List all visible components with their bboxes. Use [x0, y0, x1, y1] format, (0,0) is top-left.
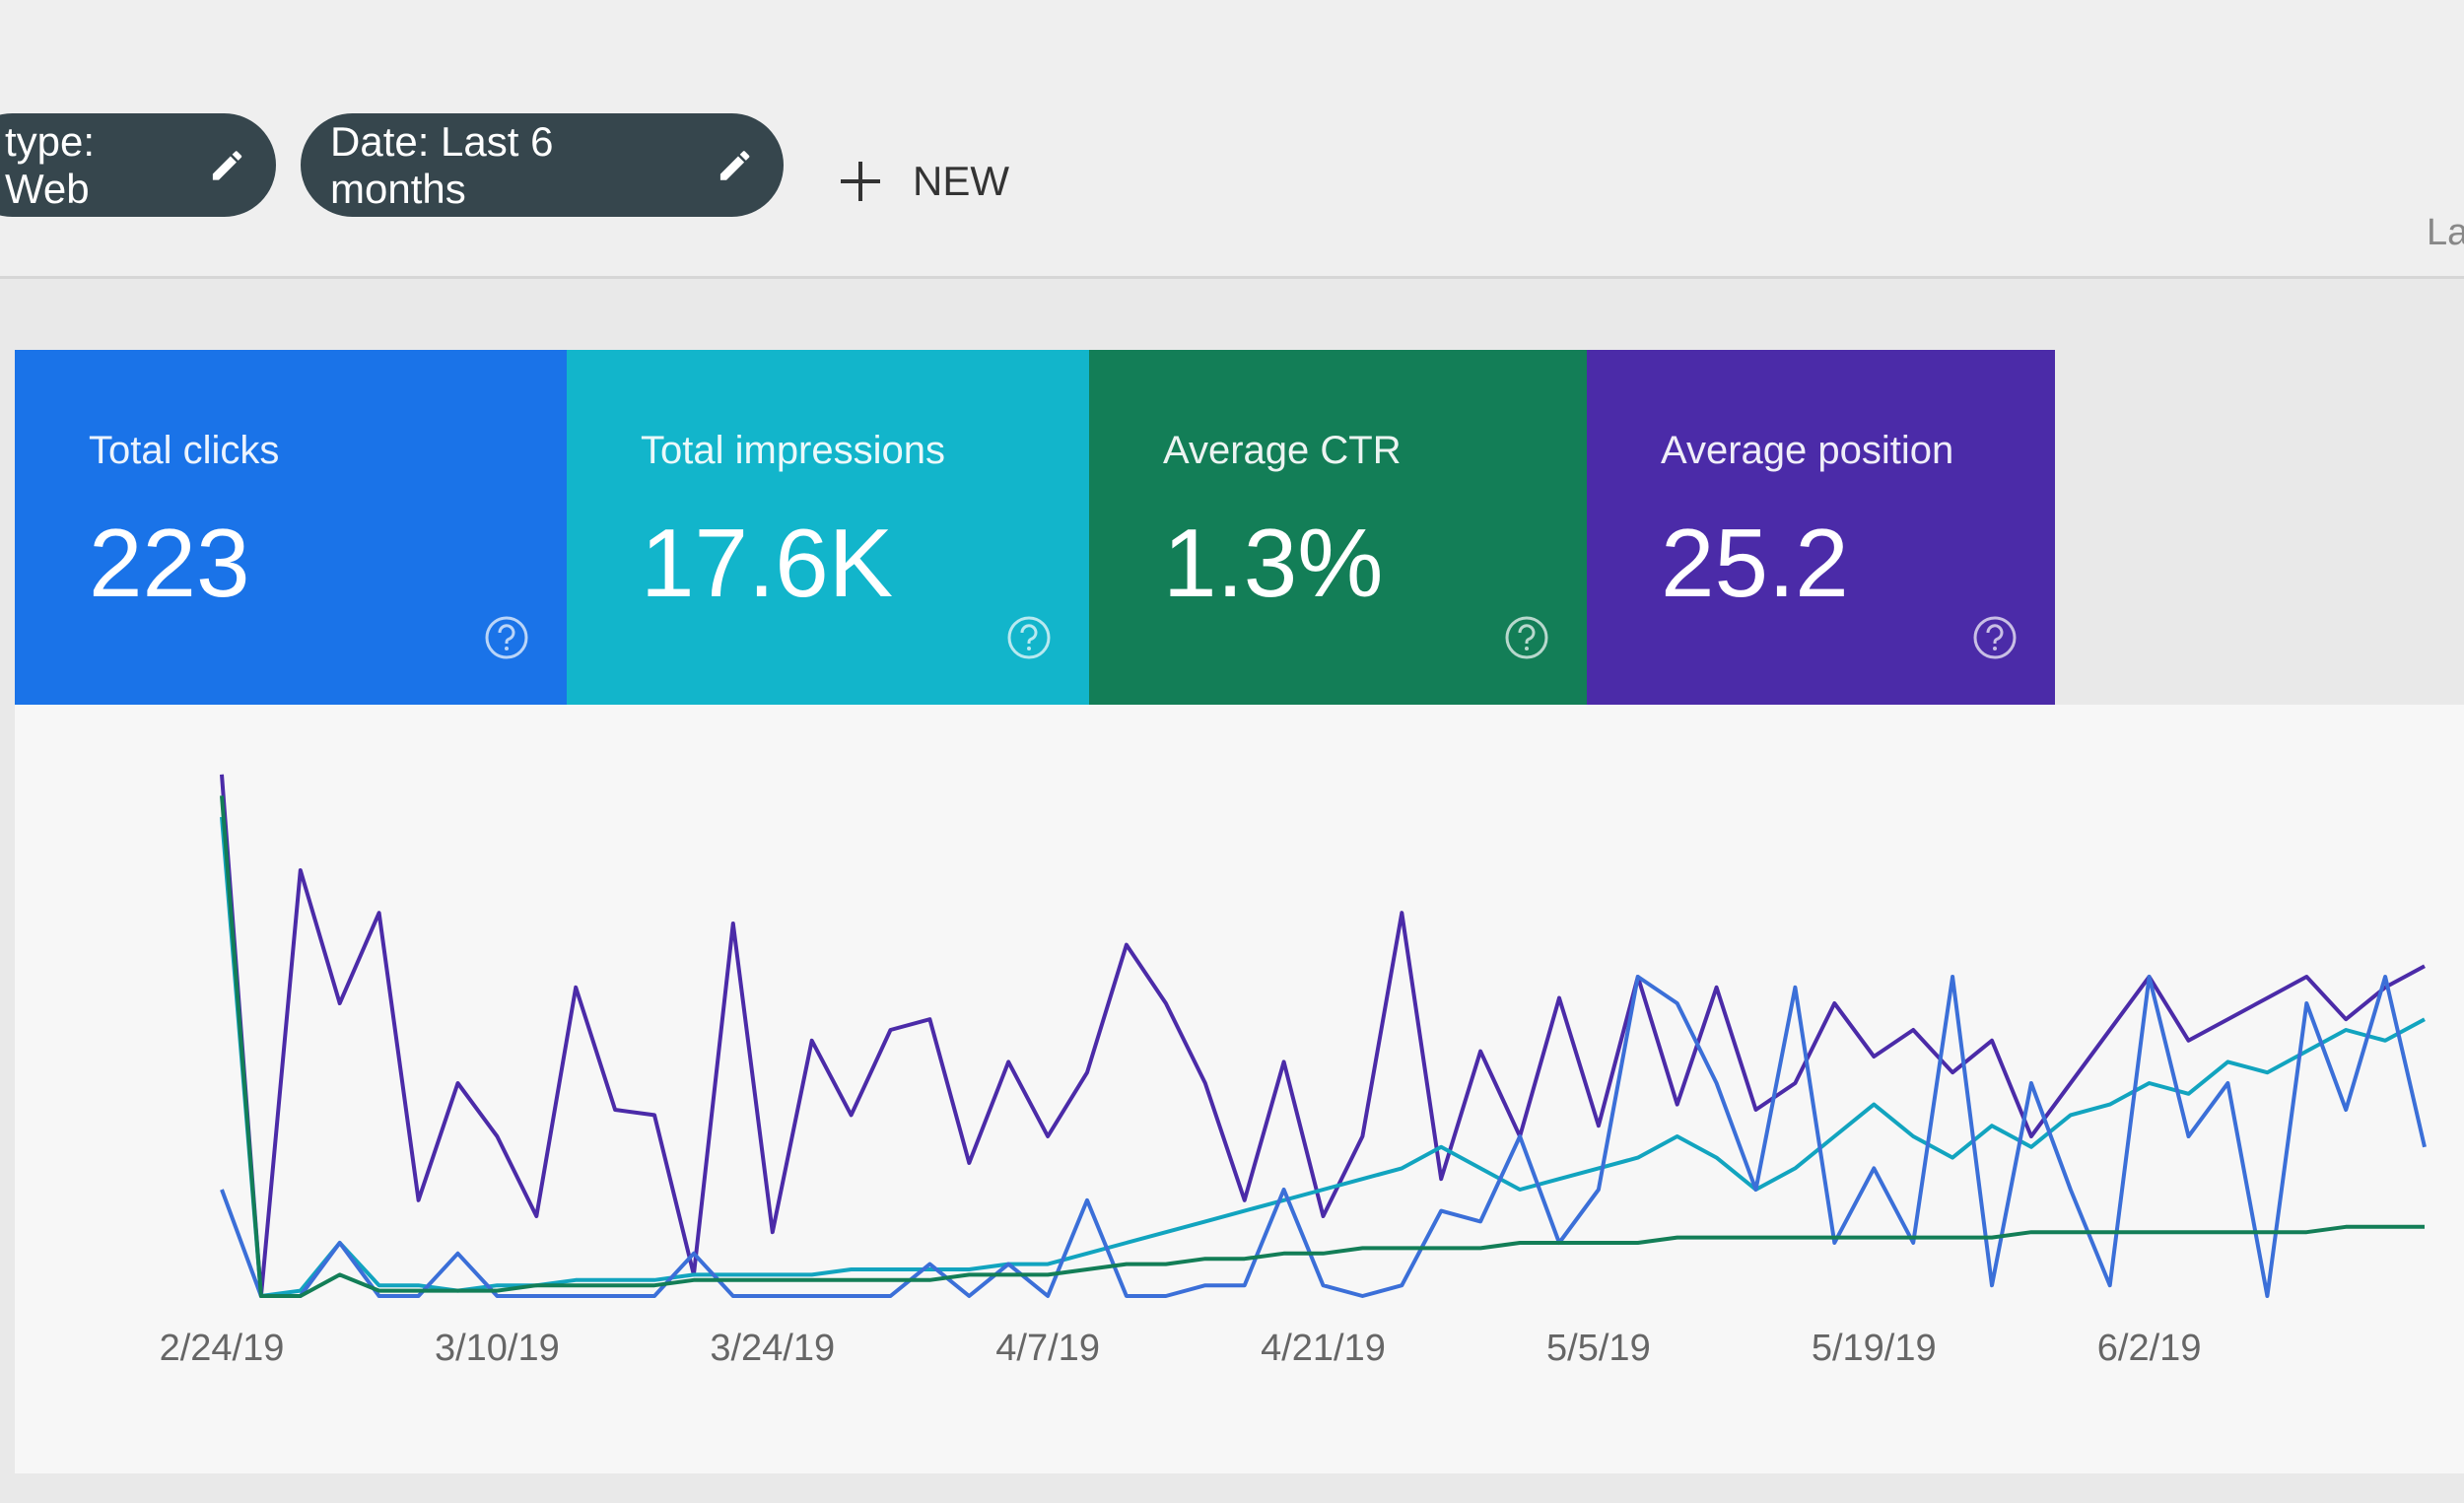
plus-icon: [841, 162, 880, 201]
metric-label: Average CTR: [1163, 429, 1402, 472]
metric-card[interactable]: Average CTR 1.3%: [1089, 350, 1587, 705]
help-icon[interactable]: [484, 615, 529, 660]
help-icon[interactable]: [1504, 615, 1549, 660]
series-line: [220, 795, 2425, 1298]
filter-bar: type: Web Date: Last 6 months NEW La: [0, 0, 2464, 279]
chart: 2/24/19 3/10/19 3/24/19 4/7/19 4/21/19 5/5/19…: [160, 774, 2427, 1369]
x-tick-label: 4/21/19: [1261, 1328, 1386, 1369]
x-tick-label: 4/7/19: [995, 1328, 1100, 1369]
metric-label: Total impressions: [641, 429, 946, 472]
metric-label: Average position: [1661, 429, 1954, 472]
x-tick-label: 6/2/19: [2097, 1328, 2202, 1369]
filter-chip[interactable]: type: Web: [0, 113, 276, 217]
new-filter-button[interactable]: NEW: [838, 158, 1009, 205]
filter-chip[interactable]: Date: Last 6 months: [301, 113, 784, 217]
metric-card[interactable]: Total impressions 17.6K: [567, 350, 1089, 705]
edit-icon: [212, 150, 242, 180]
chart-panel: 2/24/19 3/10/19 3/24/19 4/7/19 4/21/19 5/5/19…: [15, 705, 2464, 1473]
metric-card[interactable]: Total clicks 223: [15, 350, 567, 705]
help-icon[interactable]: [1972, 615, 2018, 660]
series-line: [220, 774, 2426, 1298]
metric-value: 1.3%: [1163, 509, 1384, 617]
metric-value: 223: [89, 509, 250, 617]
series-line: [220, 816, 2426, 1298]
x-tick-label: 5/5/19: [1546, 1328, 1651, 1369]
edit-icon: [719, 150, 750, 180]
new-label: NEW: [913, 158, 1009, 204]
metric-label: Total clicks: [89, 429, 280, 472]
metric-card[interactable]: Average position 25.2: [1587, 350, 2055, 705]
metric-value: 25.2: [1661, 509, 1849, 617]
series-line: [220, 975, 2427, 1298]
x-tick-label: 5/19/19: [1812, 1328, 1937, 1369]
x-tick-label: 3/10/19: [435, 1328, 560, 1369]
chip-label: type: Web: [5, 117, 96, 212]
x-tick-label: 2/24/19: [160, 1328, 285, 1369]
metric-value: 17.6K: [641, 509, 894, 617]
help-icon[interactable]: [1006, 615, 1052, 660]
corner-text: La: [2427, 212, 2464, 253]
chip-label: Date: Last 6 months: [330, 117, 554, 212]
x-tick-label: 3/24/19: [710, 1328, 835, 1369]
